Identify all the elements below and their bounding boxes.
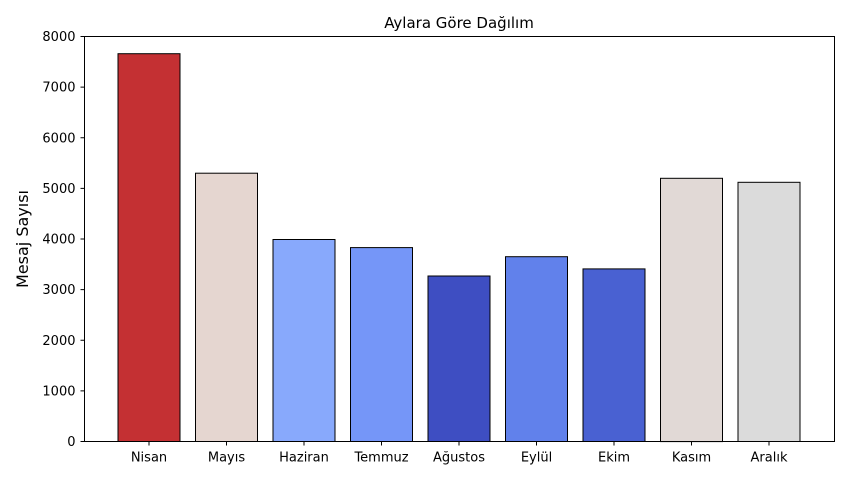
y-axis-label: Mesaj Sayısı <box>13 190 32 288</box>
y-tick-label-2: 2000 <box>42 334 75 349</box>
y-tick-label-5: 5000 <box>42 182 75 197</box>
y-tick-label-7: 7000 <box>42 81 75 96</box>
chart-title: Aylara Göre Dağılım <box>384 14 534 32</box>
x-axis-ticks: Nisan Mayıs Haziran Temmuz Ağustos Eylül Ekim K… <box>131 441 788 466</box>
x-tick-label-1: Mayıs <box>208 451 245 466</box>
y-tick-label-0: 0 <box>67 435 75 450</box>
y-tick-label-8: 8000 <box>42 30 75 45</box>
x-tick-label-4: Ağustos <box>433 451 485 466</box>
bar-0 <box>117 53 181 442</box>
bar-1 <box>195 172 258 442</box>
x-tick-label-8: Aralık <box>751 451 788 466</box>
bar-7 <box>660 177 723 443</box>
plot-frame <box>84 36 835 442</box>
y-tick-label-6: 6000 <box>42 131 75 146</box>
x-tick-label-2: Haziran <box>279 451 329 466</box>
bar-5 <box>505 256 568 443</box>
bar-4 <box>427 275 491 442</box>
y-tick-label-3: 3000 <box>42 283 75 298</box>
bars-group <box>117 53 801 443</box>
y-tick-label-1: 1000 <box>42 384 75 399</box>
x-tick-label-6: Ekim <box>598 451 630 466</box>
y-tick-label-4: 4000 <box>42 233 75 248</box>
bar-3 <box>350 247 413 442</box>
y-axis-ticks: 0 1000 2000 3000 4000 5000 6000 7000 8000 <box>42 30 85 450</box>
bar-2 <box>272 239 336 442</box>
bar-6 <box>582 268 646 442</box>
x-tick-label-5: Eylül <box>521 451 552 466</box>
x-tick-label-7: Kasım <box>672 451 711 466</box>
bar-8 <box>737 181 801 443</box>
x-tick-label-0: Nisan <box>131 451 167 466</box>
x-tick-label-3: Temmuz <box>353 451 408 466</box>
